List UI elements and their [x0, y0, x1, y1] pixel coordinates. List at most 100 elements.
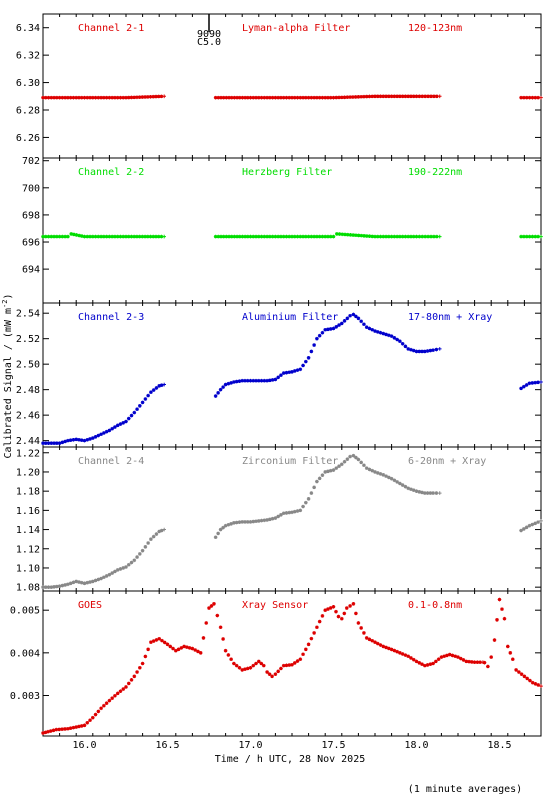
data-point: [79, 580, 84, 585]
data-point: [159, 234, 164, 239]
data-point: [387, 234, 391, 239]
data-point: [290, 234, 294, 239]
data-point: [373, 470, 377, 474]
data-point: [508, 651, 513, 655]
data-point: [207, 606, 211, 610]
data-point: [409, 656, 413, 660]
data-point: [323, 95, 327, 100]
data-point: [74, 95, 78, 100]
data-point: [522, 234, 526, 239]
data-point: [151, 94, 156, 99]
data-point: [423, 349, 427, 354]
data-point: [68, 438, 73, 443]
data-point: [524, 95, 529, 100]
data-point: [326, 234, 330, 239]
data-point: [176, 647, 181, 652]
data-point: [320, 330, 325, 335]
data-point: [337, 232, 342, 236]
data-point: [102, 703, 106, 708]
data-point: [66, 726, 70, 731]
data-point: [381, 644, 386, 649]
data-point: [337, 464, 341, 468]
data-point: [115, 691, 120, 696]
data-point: [287, 234, 292, 239]
data-point: [232, 95, 237, 100]
data-point: [434, 659, 438, 664]
data-point: [135, 95, 139, 100]
data-point: [348, 604, 352, 608]
data-point: [428, 491, 433, 495]
data-point: [475, 660, 480, 665]
data-point: [48, 729, 53, 733]
data-point: [414, 489, 419, 493]
data-point: [107, 95, 112, 100]
panel-channel-2-2: 694 696 698 700 702 Channel 2-2 Herzberg Filte…: [22, 156, 543, 304]
data-point: [104, 574, 109, 578]
data-point: [268, 234, 272, 239]
panel-filter-label: Herzberg Filter: [242, 167, 332, 178]
data-point: [284, 95, 289, 100]
y-tick-label: 694: [22, 265, 40, 276]
data-point: [219, 95, 223, 100]
data-point: [110, 696, 114, 700]
data-point: [536, 683, 541, 687]
panel-band-label: 0.1-0.8nm: [408, 600, 462, 611]
data-point: [107, 698, 112, 703]
y-tick-label: 6.30: [16, 78, 40, 89]
series-segment-1: [41, 94, 166, 100]
data-point: [68, 95, 73, 100]
data-point: [367, 467, 372, 472]
data-point: [524, 234, 529, 239]
data-point: [437, 347, 442, 351]
data-point: [287, 370, 292, 375]
data-point: [57, 441, 62, 445]
data-point: [398, 339, 402, 344]
data-point: [387, 646, 391, 651]
data-point: [270, 95, 275, 100]
data-point: [431, 348, 435, 352]
data-point: [392, 478, 397, 483]
data-point: [245, 378, 250, 383]
data-point: [533, 521, 537, 526]
data-point: [248, 378, 253, 383]
data-point: [387, 333, 391, 338]
data-point: [527, 381, 532, 386]
panel-band-label: 17-80nm + Xray: [408, 312, 492, 323]
data-point: [384, 474, 388, 478]
data-point: [115, 234, 120, 239]
series-segment-3: [519, 95, 543, 100]
data-point: [77, 95, 81, 100]
series-segment-2: [213, 312, 442, 398]
data-point: [284, 370, 289, 375]
data-point: [378, 643, 383, 647]
data-point: [298, 95, 303, 100]
data-point: [132, 95, 136, 100]
data-point: [41, 441, 45, 445]
data-point: [60, 583, 65, 588]
y-tick-label: 6.32: [16, 51, 40, 62]
data-point: [229, 381, 233, 385]
data-point: [216, 531, 220, 536]
data-point: [246, 234, 250, 239]
data-point: [428, 662, 433, 667]
data-point: [365, 234, 369, 238]
data-point: [96, 95, 101, 100]
data-point: [215, 613, 220, 618]
series-segment-2: [482, 597, 543, 688]
data-point: [91, 579, 95, 584]
data-point: [384, 94, 388, 99]
data-point: [235, 95, 239, 100]
series-segment-2: [213, 232, 442, 239]
data-point: [351, 233, 355, 237]
panel-frame: [42, 157, 542, 304]
data-point: [270, 516, 275, 521]
data-point: [437, 234, 442, 239]
data-point: [137, 234, 142, 239]
data-point: [46, 95, 51, 100]
data-point: [110, 95, 114, 100]
data-point: [437, 94, 442, 99]
data-point: [237, 234, 242, 239]
y-tick-label: 0.003: [10, 691, 40, 702]
data-point: [489, 655, 493, 659]
data-point: [162, 234, 166, 239]
